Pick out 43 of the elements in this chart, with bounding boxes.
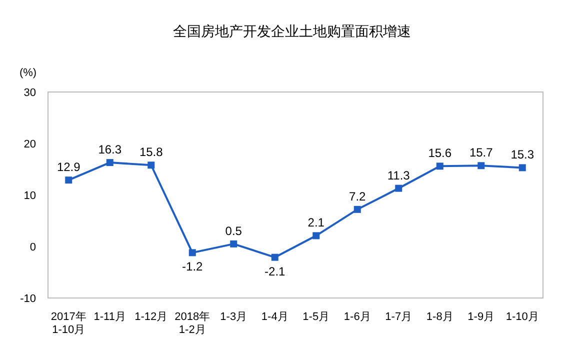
data-label: 0.5: [225, 224, 242, 238]
data-label: 15.3: [510, 148, 534, 162]
data-label: 16.3: [98, 142, 122, 157]
x-tick-label: 2018年 1-2月: [174, 311, 210, 336]
x-tick-label: 1-3月: [220, 311, 248, 323]
y-tick-label: -10: [20, 293, 36, 305]
x-tick-label: 1-7月: [385, 311, 412, 323]
data-label: 12.9: [56, 160, 81, 174]
point: [478, 162, 485, 170]
point: [436, 162, 444, 170]
point: [312, 232, 320, 240]
point: [65, 176, 72, 184]
data-label: 15.6: [428, 146, 452, 160]
point: [271, 254, 278, 261]
x-tick-label: 1-8月: [426, 311, 454, 323]
x-tick-label: 1-10月: [506, 311, 539, 323]
y-tick-label: 20: [24, 138, 36, 150]
point: [148, 162, 155, 169]
x-tick-label: 1-6月: [344, 311, 371, 323]
data-label: -2.1: [264, 264, 286, 278]
x-tick-label: 1-4月: [261, 311, 288, 323]
x-tick-label: 2017年 1-10月: [50, 311, 86, 336]
y-tick-label: 0: [30, 242, 36, 254]
data-label: 2.1: [308, 216, 325, 230]
data-label: 11.3: [387, 168, 410, 182]
data-label: 15.7: [469, 146, 494, 160]
point: [354, 206, 361, 213]
data-label: 15.8: [139, 145, 164, 160]
point: [188, 249, 196, 256]
x-tick-label: 1-11月: [94, 311, 126, 323]
chart-title: 全国房地产开发企业土地购置面积增速: [173, 23, 411, 39]
point: [518, 164, 526, 172]
point: [395, 184, 402, 192]
point: [230, 240, 238, 248]
x-tick-label: 1-12月: [134, 311, 168, 323]
y-tick-label: 30: [24, 87, 36, 99]
x-tick-label: 1-5月: [302, 311, 330, 323]
data-label: -1.2: [182, 260, 204, 274]
y-axis-title: (%): [19, 67, 37, 79]
x-tick-label: 1-9月: [468, 311, 495, 323]
y-tick-label: 10: [24, 190, 36, 202]
data-label: 7.2: [349, 189, 366, 204]
point: [106, 159, 114, 166]
